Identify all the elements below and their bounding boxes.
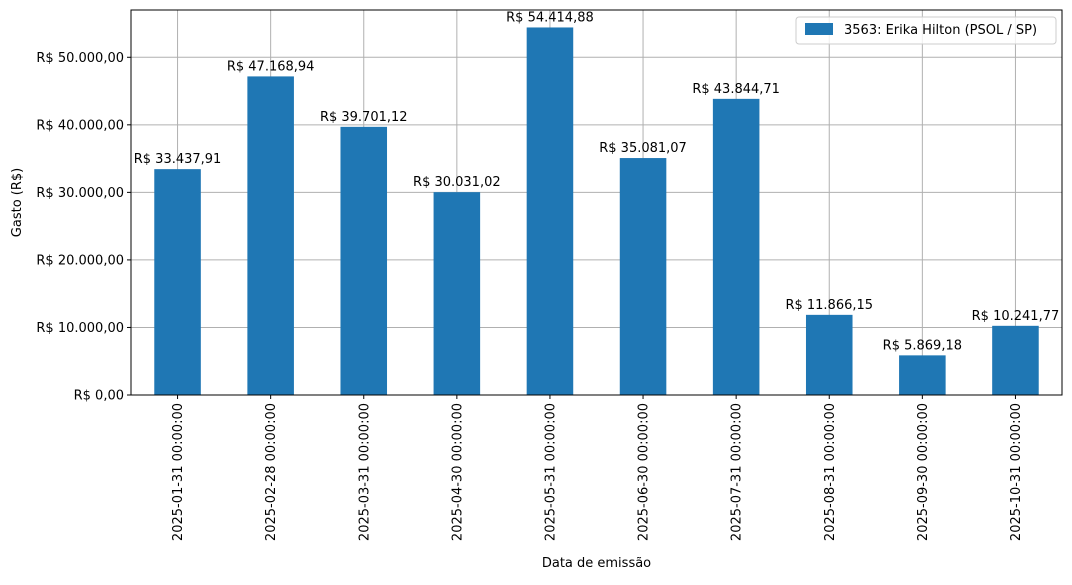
x-tick-label: 2025-05-31 00:00:00	[543, 403, 558, 541]
bar	[526, 27, 574, 395]
y-tick-label: R$ 40.000,00	[36, 118, 124, 133]
y-axis-label: Gasto (R$)	[10, 168, 25, 237]
y-axis: R$ 0,00 R$ 10.000,00 R$ 20.000,00 R$ 30.000…	[36, 51, 131, 404]
bars-layer	[154, 27, 1039, 396]
plot-frame	[130, 9, 1063, 396]
bar-value-label: R$ 54.414,88	[506, 10, 594, 25]
bar	[433, 192, 481, 395]
x-tick-label: 2025-04-30 00:00:00	[450, 403, 465, 541]
y-tick-label: R$ 30.000,00	[36, 186, 124, 201]
bar-value-label: R$ 35.081,07	[599, 141, 687, 156]
x-axis: 2025-01-31 00:00:00 2025-02-28 00:00:00 20…	[171, 395, 1024, 541]
bar	[154, 169, 201, 395]
x-tick-label: 2025-02-28 00:00:00	[264, 403, 279, 541]
legend-entry-label: 3563: Erika Hilton (PSOL / SP)	[844, 23, 1037, 38]
y-tick-label: R$ 10.000,00	[36, 321, 124, 336]
y-tick-label: R$ 50.000,00	[36, 51, 124, 66]
bar	[805, 314, 853, 395]
x-axis-label: Data de emissão	[542, 556, 651, 571]
x-tick-label: 2025-07-31 00:00:00	[730, 403, 745, 541]
bar	[247, 76, 294, 395]
x-tick-label: 2025-09-30 00:00:00	[916, 403, 931, 541]
bar-value-label: R$ 5.869,18	[883, 338, 962, 353]
bar-value-label: R$ 39.701,12	[320, 110, 408, 125]
bar-value-label: R$ 10.241,77	[972, 309, 1060, 324]
x-tick-label: 2025-01-31 00:00:00	[171, 403, 186, 541]
x-tick-label: 2025-06-30 00:00:00	[637, 403, 652, 541]
legend: 3563: Erika Hilton (PSOL / SP)	[795, 16, 1057, 45]
bar-value-label: R$ 11.866,15	[785, 298, 873, 313]
bar	[899, 355, 946, 395]
y-tick-label: R$ 0,00	[74, 389, 124, 404]
legend-box	[795, 16, 1057, 45]
bar	[340, 126, 388, 395]
bar-value-label: R$ 43.844,71	[692, 82, 780, 97]
data-labels-layer: R$ 33.437,91 R$ 47.168,94 R$ 39.701,12 R$ 3…	[134, 10, 1060, 353]
x-tick-label: 2025-10-31 00:00:00	[1009, 403, 1024, 541]
bar-value-label: R$ 30.031,02	[413, 175, 501, 190]
y-tick-label: R$ 20.000,00	[36, 253, 124, 268]
bar	[992, 325, 1039, 395]
bar	[619, 158, 667, 395]
x-tick-label: 2025-08-31 00:00:00	[823, 403, 838, 541]
x-tick-label: 2025-03-31 00:00:00	[357, 403, 372, 541]
legend-swatch	[805, 23, 833, 35]
bar-value-label: R$ 47.168,94	[227, 59, 315, 74]
bar-value-label: R$ 33.437,91	[134, 152, 222, 167]
bar	[712, 98, 760, 396]
